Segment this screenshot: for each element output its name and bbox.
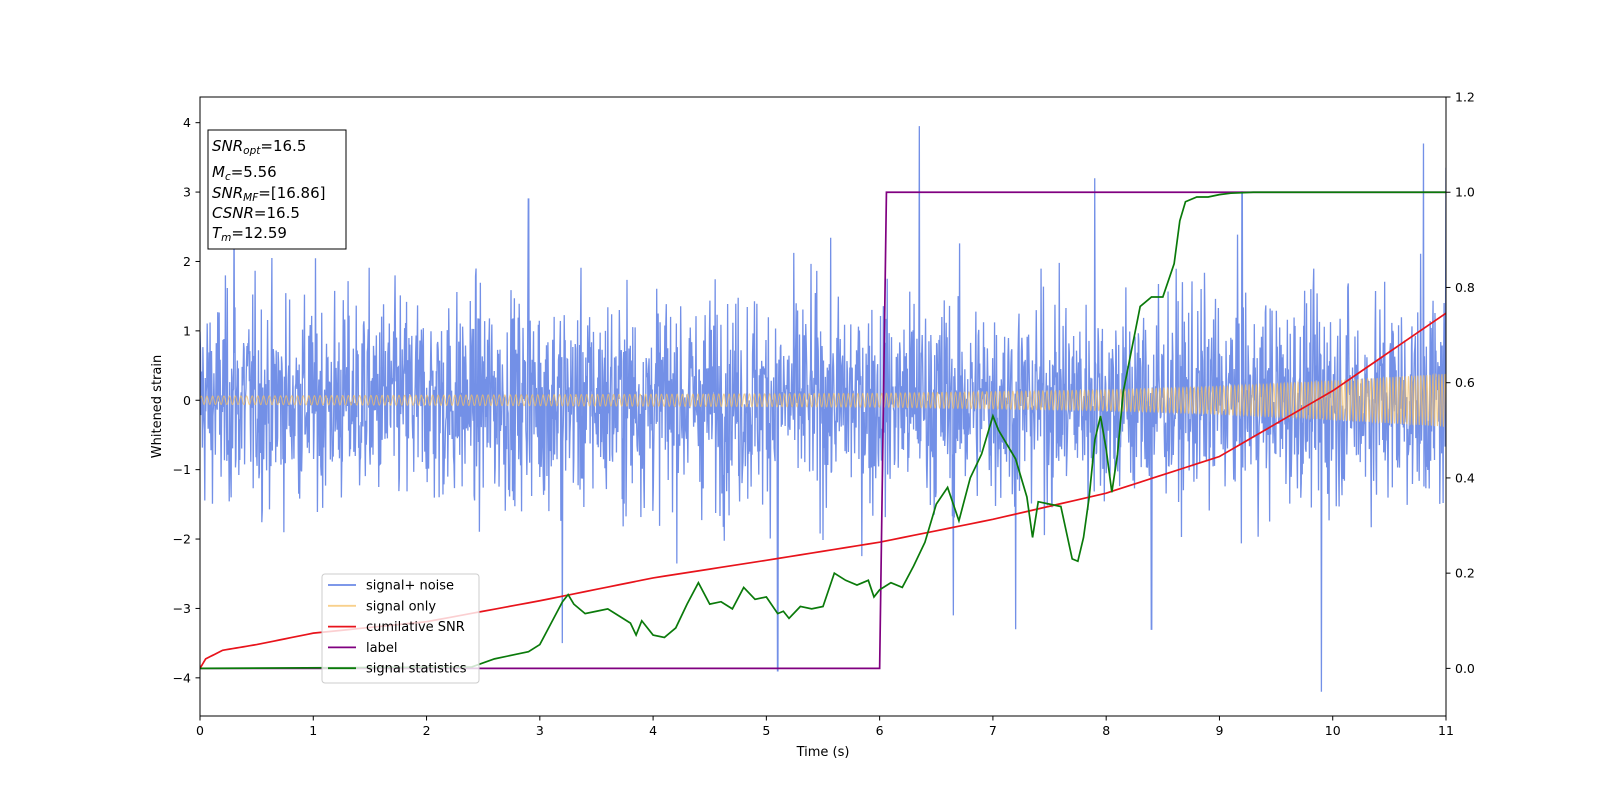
x-tick-label: 1 xyxy=(309,723,317,738)
annotation-line: CSNR=16.5 xyxy=(212,204,300,222)
y-tick-label: −3 xyxy=(173,601,191,616)
x-tick-label: 4 xyxy=(649,723,657,738)
annotation-box: SNRopt=16.5 Mc=5.56SNRMF=[16.86]CSNR=16.5… xyxy=(207,129,347,250)
legend-label: label xyxy=(366,641,397,656)
x-tick-label: 10 xyxy=(1325,723,1341,738)
y-tick-label: 2 xyxy=(183,254,191,269)
x-tick-label: 7 xyxy=(989,723,997,738)
y-tick-label: −4 xyxy=(173,670,191,685)
x-axis-label: Time (s) xyxy=(796,745,850,760)
x-tick-label: 11 xyxy=(1438,723,1454,738)
legend-label: signal+ noise xyxy=(366,579,454,594)
legend-box xyxy=(321,573,480,684)
series-signal-noise-line xyxy=(200,126,1446,692)
y2-tick-label: 1.0 xyxy=(1455,185,1475,200)
legend: signal+ noise signal only cumilative SNR la… xyxy=(321,573,480,684)
y-tick-label: 1 xyxy=(183,323,191,338)
x-tick-label: 2 xyxy=(423,723,431,738)
y2-tick-label: 0.0 xyxy=(1455,661,1475,676)
y2-tick-label: 0.4 xyxy=(1455,470,1475,485)
y2-tick-label: 0.8 xyxy=(1455,280,1475,295)
series-cumulative-snr-line xyxy=(200,312,1446,669)
plot-area xyxy=(200,126,1446,692)
x-tick-label: 9 xyxy=(1215,723,1223,738)
series-signal-statistics-line xyxy=(200,191,1446,670)
x-tick-label: 3 xyxy=(536,723,544,738)
legend-label: signal only xyxy=(366,599,436,614)
annotation-frame xyxy=(207,129,347,250)
y-tick-label: 0 xyxy=(183,393,191,408)
y-tick-label: −2 xyxy=(173,532,191,547)
annotation-line: SNRMF=[16.86] xyxy=(212,184,326,204)
axes: 0 1 2 3 4 5 6 7 8 9 10 1143210−1−2−3−41.21.00.80.60… xyxy=(150,90,1475,761)
axes-frame xyxy=(199,96,1447,717)
series-signal-only-line xyxy=(200,372,1446,428)
legend-label: cumilative SNR xyxy=(366,620,465,635)
x-tick-label: 8 xyxy=(1102,723,1110,738)
x-tick-label: 5 xyxy=(762,723,770,738)
legend-label: signal statistics xyxy=(366,662,467,677)
annotation-line: Tm=12.59 xyxy=(212,224,287,244)
y-axis-label: Whitened strain xyxy=(150,355,165,458)
x-tick-label: 0 xyxy=(196,723,204,738)
y-tick-label: 3 xyxy=(183,185,191,200)
y2-tick-label: 1.2 xyxy=(1455,90,1475,105)
y2-tick-label: 0.2 xyxy=(1455,566,1475,581)
y-tick-label: −1 xyxy=(173,462,191,477)
y2-tick-label: 0.6 xyxy=(1455,375,1475,390)
annotation-line: Mc=5.56 xyxy=(212,163,277,183)
annotation-line: SNRopt=16.5 xyxy=(212,137,306,157)
series-label-line xyxy=(200,191,1446,670)
y-tick-label: 4 xyxy=(183,115,191,130)
x-tick-label: 6 xyxy=(876,723,884,738)
